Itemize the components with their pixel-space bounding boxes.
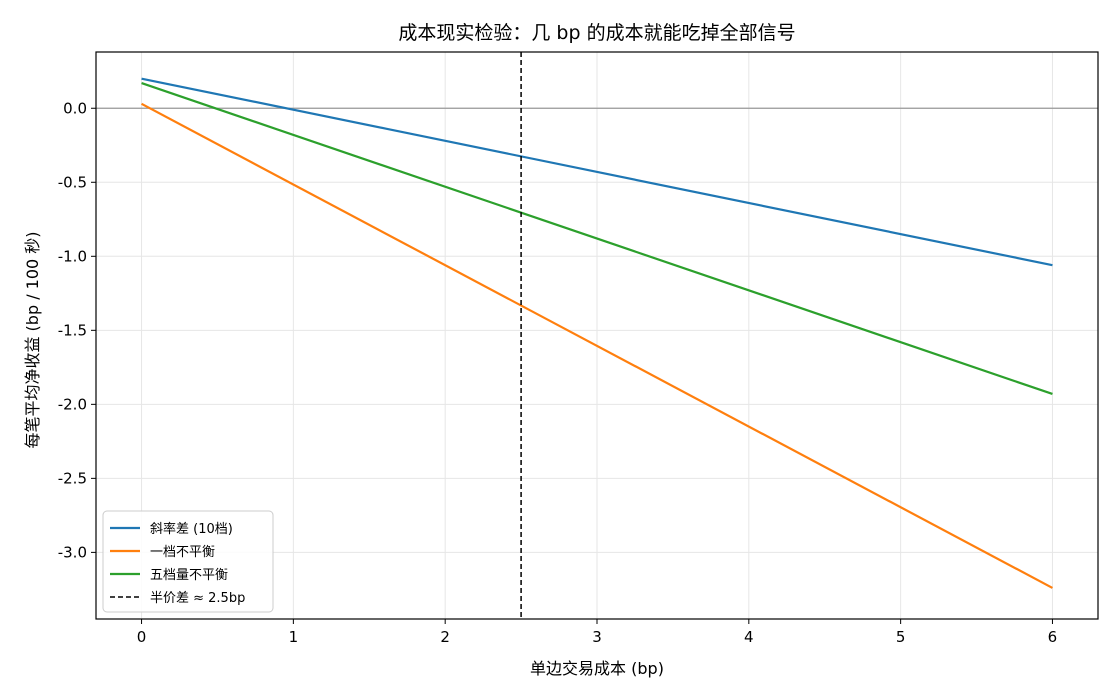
y-axis-title: 每笔平均净收益 (bp / 100 秒) — [23, 231, 42, 448]
x-tick-label: 2 — [440, 628, 450, 646]
x-axis-title: 单边交易成本 (bp) — [530, 659, 664, 678]
x-tick-label: 0 — [137, 628, 147, 646]
y-tick-label: -1.5 — [58, 321, 87, 339]
x-tick-label: 3 — [592, 628, 602, 646]
y-tick-label: 0.0 — [63, 99, 87, 117]
x-tick-label: 6 — [1048, 628, 1058, 646]
series-line-0 — [141, 77, 1053, 267]
x-tick-label: 5 — [896, 628, 906, 646]
series-line-1 — [141, 102, 1053, 589]
series-layer — [141, 77, 1053, 589]
legend-label-vline: 半价差 ≈ 2.5bp — [150, 591, 245, 606]
legend-box — [102, 510, 274, 613]
legend-label-1: 一档不平衡 — [150, 545, 215, 560]
legend-label-2: 五档量不平衡 — [150, 568, 228, 583]
y-tick-label: -3.0 — [58, 543, 87, 561]
legend: 斜率差 (10档) 一档不平衡 五档量不平衡 半价差 ≈ 2.5bp — [102, 510, 274, 613]
x-tick-label: 1 — [289, 628, 299, 646]
series-line-2 — [141, 82, 1053, 396]
x-axis-ticks: 0 1 2 3 4 5 6 — [137, 619, 1057, 646]
y-tick-label: -2.0 — [58, 395, 87, 413]
y-tick-label: -0.5 — [58, 173, 87, 191]
y-tick-label: -2.5 — [58, 469, 87, 487]
chart-title: 成本现实检验：几 bp 的成本就能吃掉全部信号 — [398, 22, 795, 44]
x-tick-label: 4 — [744, 628, 754, 646]
legend-label-0: 斜率差 (10档) — [150, 521, 233, 537]
y-axis-ticks: 0.0 -0.5 -1.0 -1.5 -2.0 -2.5 -3.0 — [58, 99, 96, 561]
y-tick-label: -1.0 — [58, 247, 87, 265]
